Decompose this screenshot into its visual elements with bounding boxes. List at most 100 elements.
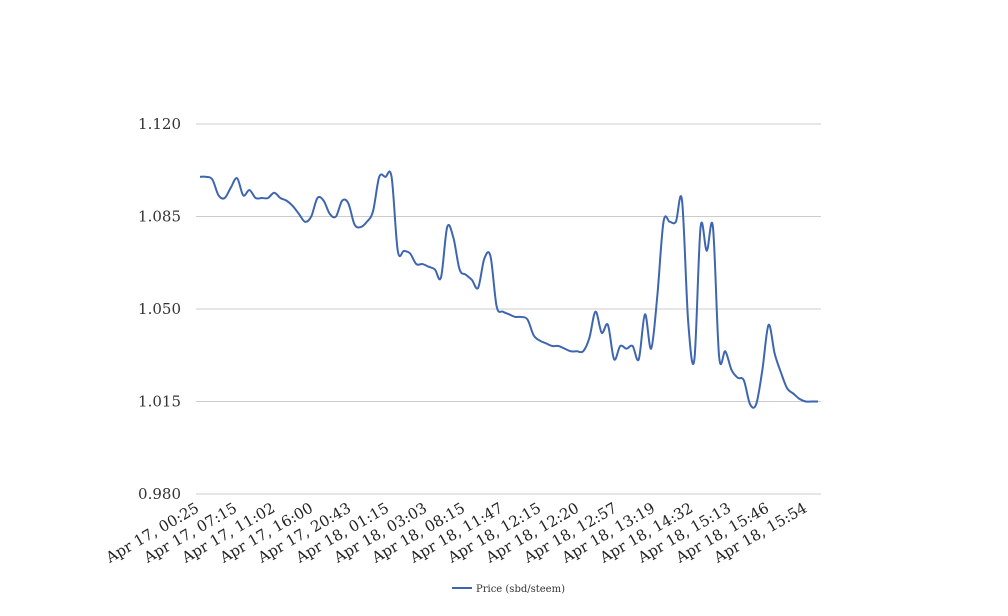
data-point [754,402,758,406]
data-point [804,400,808,404]
y-tick-label: 1.085 [138,208,181,226]
data-point [278,196,282,200]
data-point [371,209,375,213]
data-point [717,355,721,359]
data-point [680,199,684,203]
data-point [594,310,598,314]
data-point [699,225,703,229]
data-point [655,294,659,298]
data-point [692,357,696,361]
data-point [396,249,400,253]
data-point [254,196,258,200]
data-point [346,201,350,205]
y-tick-label: 0.980 [138,485,181,503]
data-point [488,254,492,258]
data-point [451,236,455,240]
data-point [328,212,332,216]
data-point [297,212,301,216]
data-point [779,370,783,374]
data-point [624,347,628,351]
gridlines [196,123,821,495]
data-point [736,376,740,380]
data-point [742,378,746,382]
data-point [390,175,394,179]
data-point [785,386,789,390]
data-point [433,267,437,271]
data-point [649,347,653,351]
data-point [569,349,573,353]
data-point [260,196,264,200]
data-point [420,262,424,266]
data-point [587,336,591,340]
data-point [247,188,251,192]
data-point [210,178,214,182]
data-point [686,320,690,324]
data-point [513,315,517,319]
data-point [334,215,338,219]
data-point [519,315,523,319]
data-point [315,196,319,200]
data-point [470,278,474,282]
data-point [767,323,771,327]
data-point [606,323,610,327]
data-point [340,199,344,203]
data-point [322,199,326,203]
data-point [445,225,449,229]
data-point [458,267,462,271]
data-point [309,215,313,219]
data-point [402,249,406,253]
data-point [791,392,795,396]
data-point [229,185,233,189]
data-point [353,222,357,226]
data-point [198,175,202,179]
data-point [241,193,245,197]
data-point [711,225,715,229]
data-point [575,349,579,353]
data-point [427,265,431,269]
data-point [797,397,801,401]
data-point [637,357,641,361]
data-point [365,220,369,224]
data-point [204,175,208,179]
data-point [810,400,814,404]
data-point [643,312,647,316]
data-point [563,347,567,351]
data-point [266,196,270,200]
data-point [760,368,764,372]
data-point [612,357,616,361]
data-point [217,193,221,197]
data-point [538,339,542,343]
data-point [359,225,363,229]
data-point [544,341,548,345]
data-point [723,349,727,353]
data-point [383,175,387,179]
data-point [476,286,480,290]
data-point [550,344,554,348]
data-point [773,352,777,356]
data-point [482,257,486,261]
series-lines [198,170,818,409]
data-point [507,312,511,316]
data-point [495,304,499,308]
data-point [285,199,289,203]
legend-label: Price (sbd/steem) [476,584,565,595]
data-point [414,262,418,266]
data-point [729,368,733,372]
series-line [199,170,818,409]
data-point [748,402,752,406]
data-point [377,175,381,179]
data-point [662,220,666,224]
data-point [705,249,709,253]
data-point [674,220,678,224]
data-point [223,196,227,200]
data-point [556,344,560,348]
legend[interactable]: Price (sbd/steem) [452,584,565,595]
data-point [291,204,295,208]
y-tick-label: 1.120 [138,115,181,133]
data-point [631,344,635,348]
data-point [600,331,604,335]
data-point [439,275,443,279]
data-point [618,344,622,348]
